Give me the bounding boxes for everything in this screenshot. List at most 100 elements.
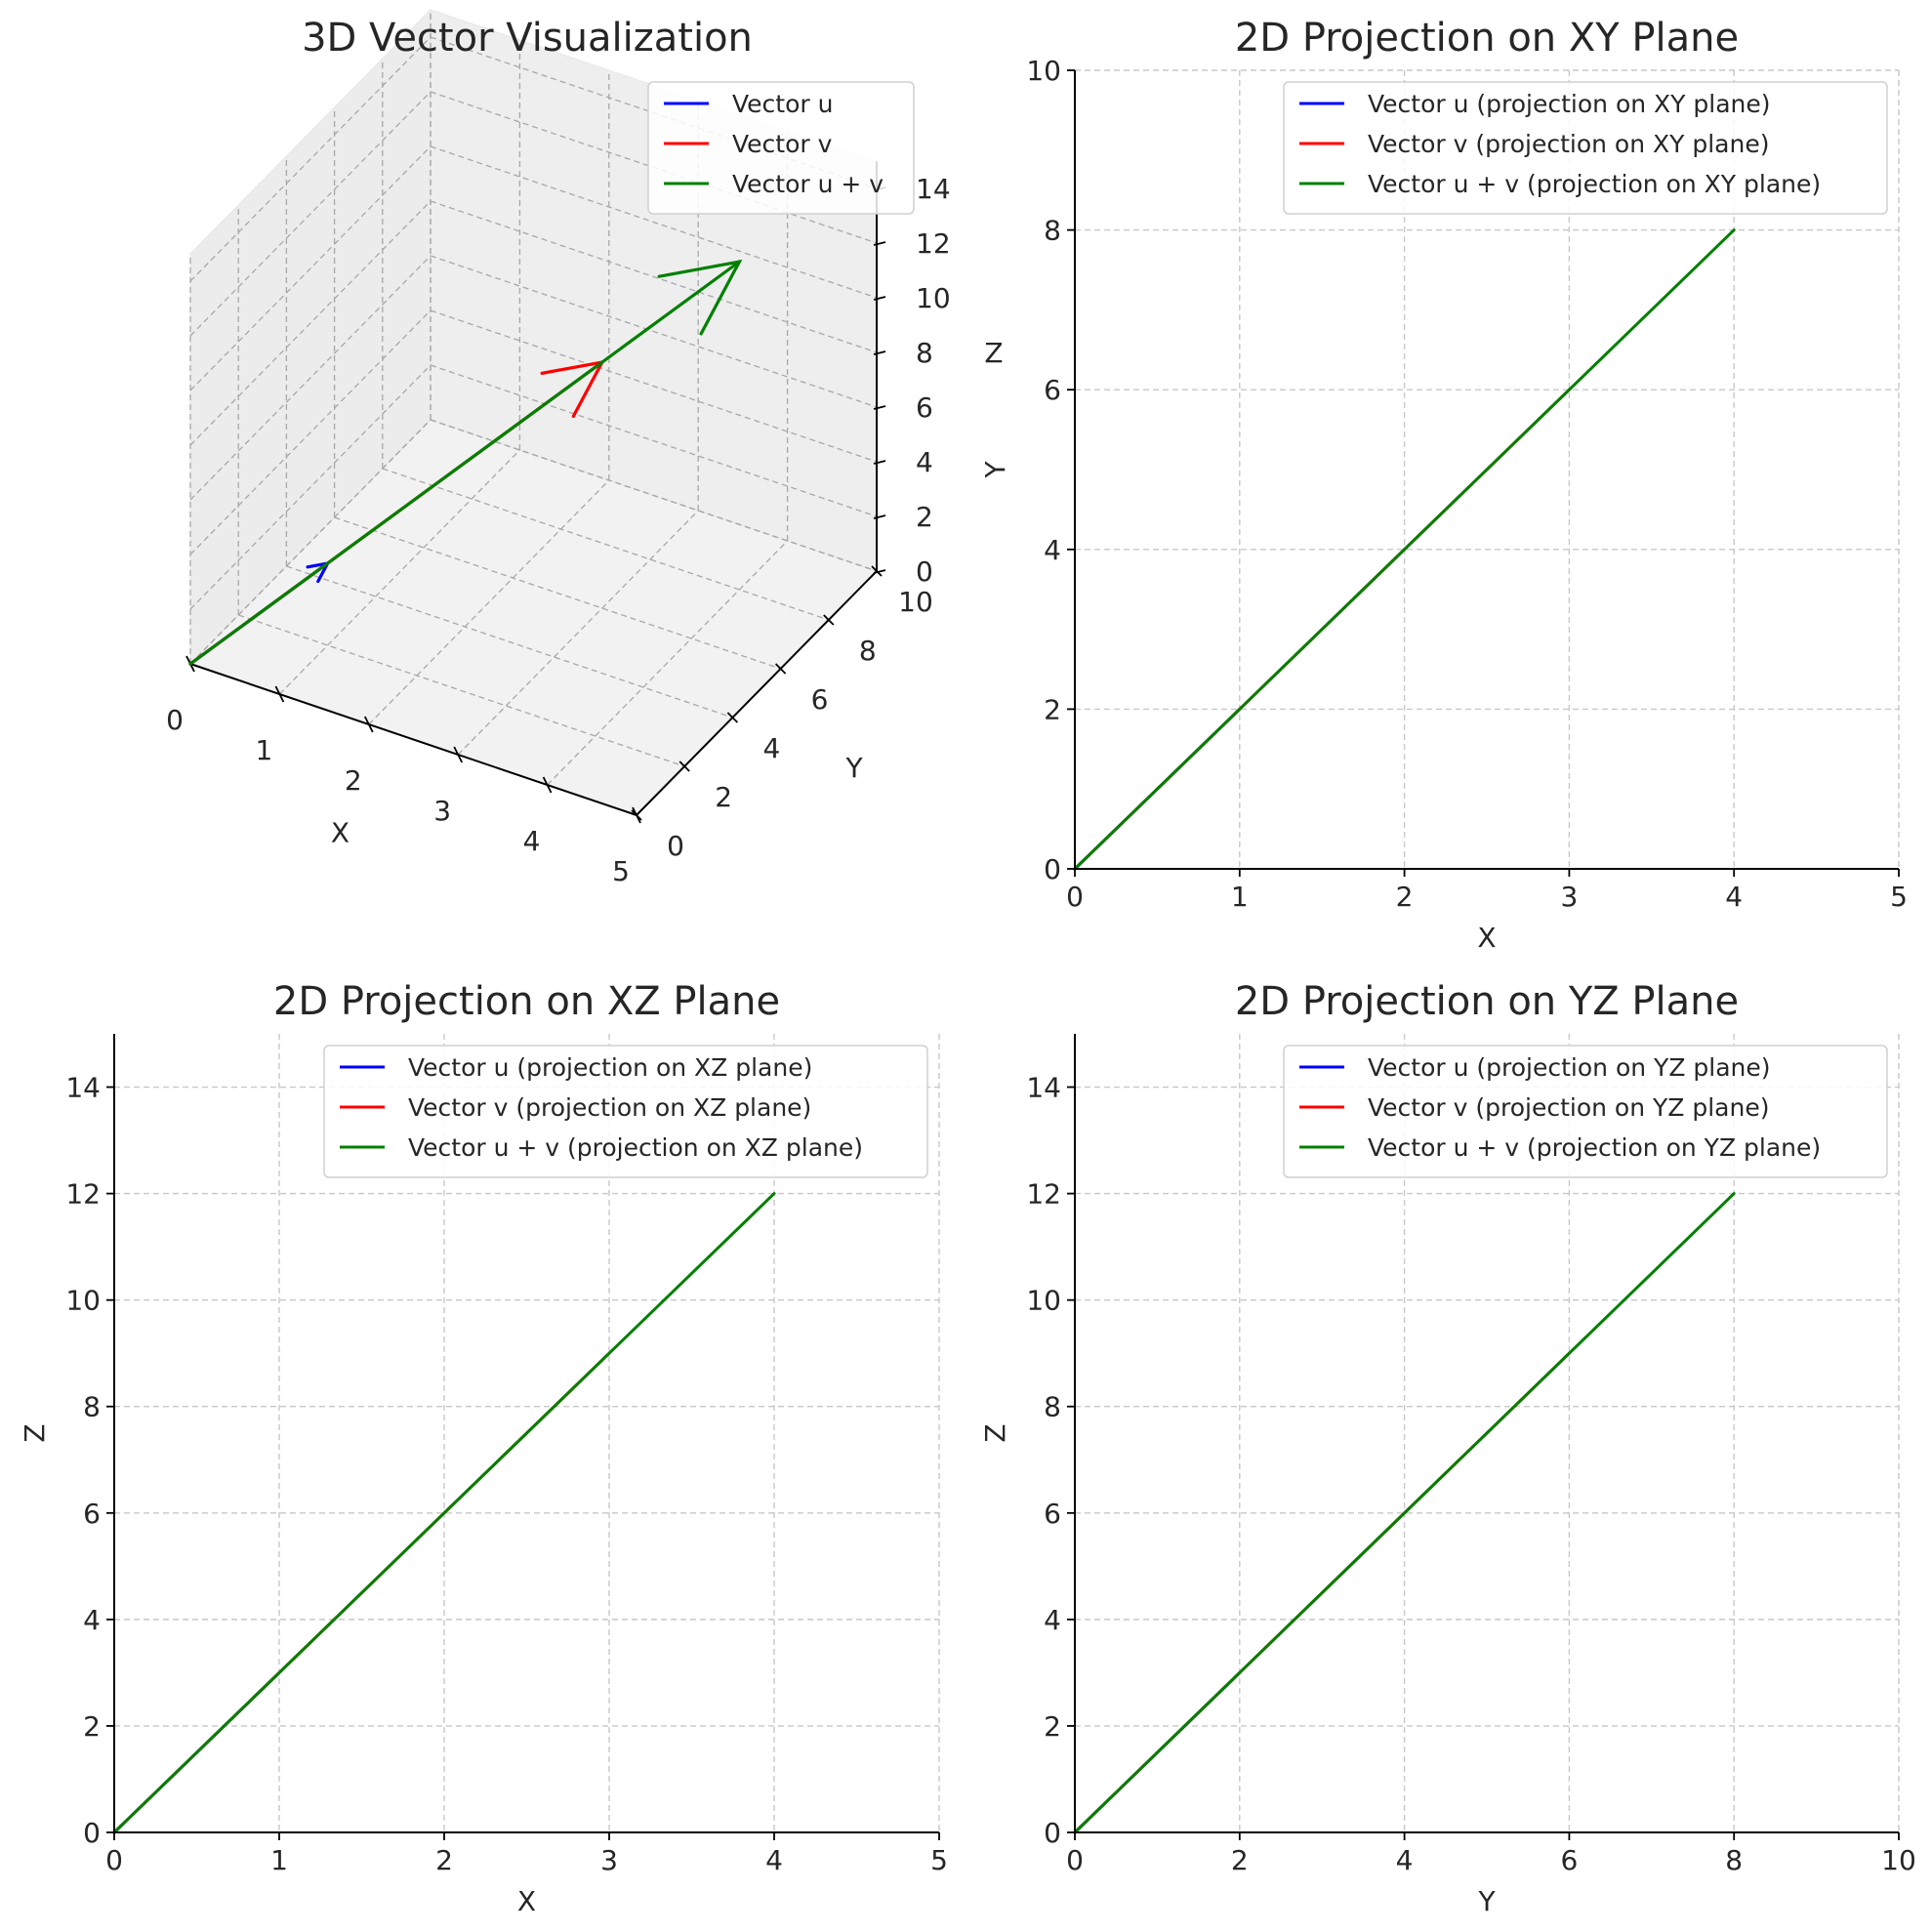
legend-label-vector-u-projection-on-xz-plane: Vector u (projection on XZ plane): [408, 1053, 812, 1082]
legend-box: [647, 81, 915, 215]
y-tick-mark-2: [678, 760, 690, 772]
z-tick-label-14: 14: [916, 173, 951, 205]
y-axis-label: Z: [979, 1423, 1011, 1442]
left-wall-gridline-z-2: [189, 364, 432, 610]
floor-gridline-y-6: [334, 516, 781, 670]
chart-title: 2D Projection on YZ Plane: [1235, 979, 1739, 1024]
y-tick-label-2: 2: [1044, 1710, 1061, 1743]
legend-label-vector-u-v-projection-on-xy-plane: Vector u + v (projection on XY plane): [1368, 170, 1821, 198]
x-tick-label-3: 3: [1560, 881, 1578, 913]
floor-gridline-y-8: [382, 468, 830, 621]
chart-title: 3D Vector Visualization: [302, 16, 753, 61]
x-tick-label-0: 0: [1066, 1844, 1084, 1876]
floor-gridline-y-2: [237, 614, 685, 767]
x-tick-label-5: 5: [930, 1844, 948, 1876]
back-wall-gridline-z-4: [430, 309, 878, 463]
x-axis-line: [189, 663, 637, 816]
legend-label-vector-u-v: Vector u + v: [732, 170, 884, 198]
back-wall-gridline-z-8: [430, 200, 878, 353]
x-tick-label-4: 4: [1725, 881, 1743, 913]
legend-label-vector-u: Vector u: [732, 90, 833, 118]
y-tick-label-6: 6: [1044, 1498, 1061, 1530]
y-tick-mark-8: [823, 614, 835, 626]
legend-label-vector-u-v-projection-on-xz-plane: Vector u + v (projection on XZ plane): [408, 1133, 863, 1162]
x-tick-label-8: 8: [1725, 1844, 1743, 1876]
floor-gridline-y-4: [286, 565, 733, 719]
legend-label-vector-u-projection-on-yz-plane: Vector u (projection on YZ plane): [1368, 1053, 1771, 1082]
z-tick-label-2: 2: [916, 501, 933, 533]
y-tick-label-10: 10: [898, 586, 933, 618]
x-axis-label: Y: [1477, 1885, 1496, 1917]
series-line-vector-u-v-projection-on-xy-plane: [1073, 228, 1736, 871]
x-tick-mark-1: [274, 685, 285, 703]
x-tick-label-6: 6: [1560, 1844, 1578, 1876]
left-wall-gridline-z-4: [189, 309, 432, 555]
z-axis-label: Z: [984, 337, 1003, 369]
legend-label-vector-v-projection-on-xz-plane: Vector v (projection on XZ plane): [408, 1093, 811, 1122]
z-tick-mark-8: [873, 350, 886, 355]
y-tick-label-14: 14: [1026, 1072, 1061, 1104]
series-line-vector-u-v-projection-on-xz-plane: [112, 1192, 776, 1834]
back-wall-gridline-z-0: [430, 419, 878, 572]
y-axis-line: [636, 570, 878, 816]
z-tick-label-0: 0: [916, 555, 933, 588]
z-tick-mark-2: [873, 514, 886, 519]
y-tick-label-0: 0: [83, 1817, 101, 1849]
y-tick-label-12: 12: [65, 1178, 101, 1211]
legend-label-vector-v-projection-on-yz-plane: Vector v (projection on YZ plane): [1368, 1093, 1769, 1122]
x-axis-label: X: [517, 1885, 536, 1917]
chart-title: 2D Projection on XY Plane: [1235, 16, 1739, 61]
z-tick-mark-0: [873, 569, 886, 574]
legend-label-vector-u-projection-on-xy-plane: Vector u (projection on XY plane): [1368, 90, 1771, 118]
z-tick-label-12: 12: [916, 227, 951, 260]
left-wall-gridline-z-6: [189, 255, 432, 501]
y-tick-label-0: 0: [1044, 1817, 1061, 1849]
left-wall-gridline-z-14: [189, 36, 432, 282]
y-tick-label-12: 12: [1026, 1178, 1061, 1211]
y-tick-label-8: 8: [83, 1391, 101, 1423]
y-tick-label-8: 8: [859, 635, 877, 667]
y-tick-label-8: 8: [1044, 1391, 1061, 1423]
y-tick-label-4: 4: [1044, 534, 1061, 566]
panel-xy-projection: 0 1 2 3 4 5 0 2 4 6 8 10 X Y 2D Projection on XY Plane…: [979, 16, 1908, 954]
legend-label-vector-v-projection-on-xy-plane: Vector v (projection on XY plane): [1368, 130, 1769, 158]
z-tick-mark-10: [873, 296, 886, 301]
x-tick-label-1: 1: [270, 1844, 288, 1876]
floor-gridline-x-1: [278, 449, 520, 695]
x-tick-label-0: 0: [166, 704, 184, 736]
y-axis-label: Y: [844, 752, 863, 784]
panel-yz-projection: 0 2 4 6 8 10 0 2 4 6 8 10 12 14 Y Z 2D Projection on YZ …: [979, 979, 1916, 1917]
left-wall-gridline-z-8: [189, 200, 432, 446]
x-tick-label-2: 2: [435, 1844, 453, 1876]
legend-box: [1283, 81, 1888, 215]
legend-box: [323, 1045, 928, 1178]
legend-label-vector-u-v-projection-on-yz-plane: Vector u + v (projection on YZ plane): [1368, 1133, 1821, 1162]
x-tick-label-10: 10: [1881, 1844, 1916, 1876]
left-wall-gridline-z-12: [189, 91, 432, 337]
x-tick-label-2: 2: [345, 764, 362, 797]
x-axis-label: X: [1477, 922, 1496, 954]
z-tick-mark-4: [873, 460, 886, 465]
z-tick-label-4: 4: [916, 446, 933, 478]
x-tick-label-0: 0: [1066, 881, 1084, 913]
y-tick-label-2: 2: [715, 781, 732, 813]
x-tick-label-0: 0: [105, 1844, 123, 1876]
back-wall-gridline-z-10: [430, 145, 878, 299]
y-tick-mark-6: [774, 663, 787, 675]
y-axis-label: Z: [19, 1423, 51, 1442]
y-tick-label-2: 2: [83, 1710, 101, 1743]
x-tick-label-3: 3: [600, 1844, 618, 1876]
z-tick-label-8: 8: [916, 337, 933, 369]
x-tick-label-2: 2: [1396, 881, 1414, 913]
z-tick-mark-6: [873, 405, 886, 410]
vector-shaft-vector-u-v: [188, 260, 742, 666]
x-tick-label-3: 3: [433, 795, 451, 827]
chart-title: 2D Projection on XZ Plane: [273, 979, 780, 1024]
floor-gridline-x-3: [457, 510, 699, 756]
y-tick-label-6: 6: [1044, 374, 1061, 406]
vector-head-vector-u-v: [657, 259, 743, 336]
floor-gridline-x-2: [368, 479, 610, 725]
